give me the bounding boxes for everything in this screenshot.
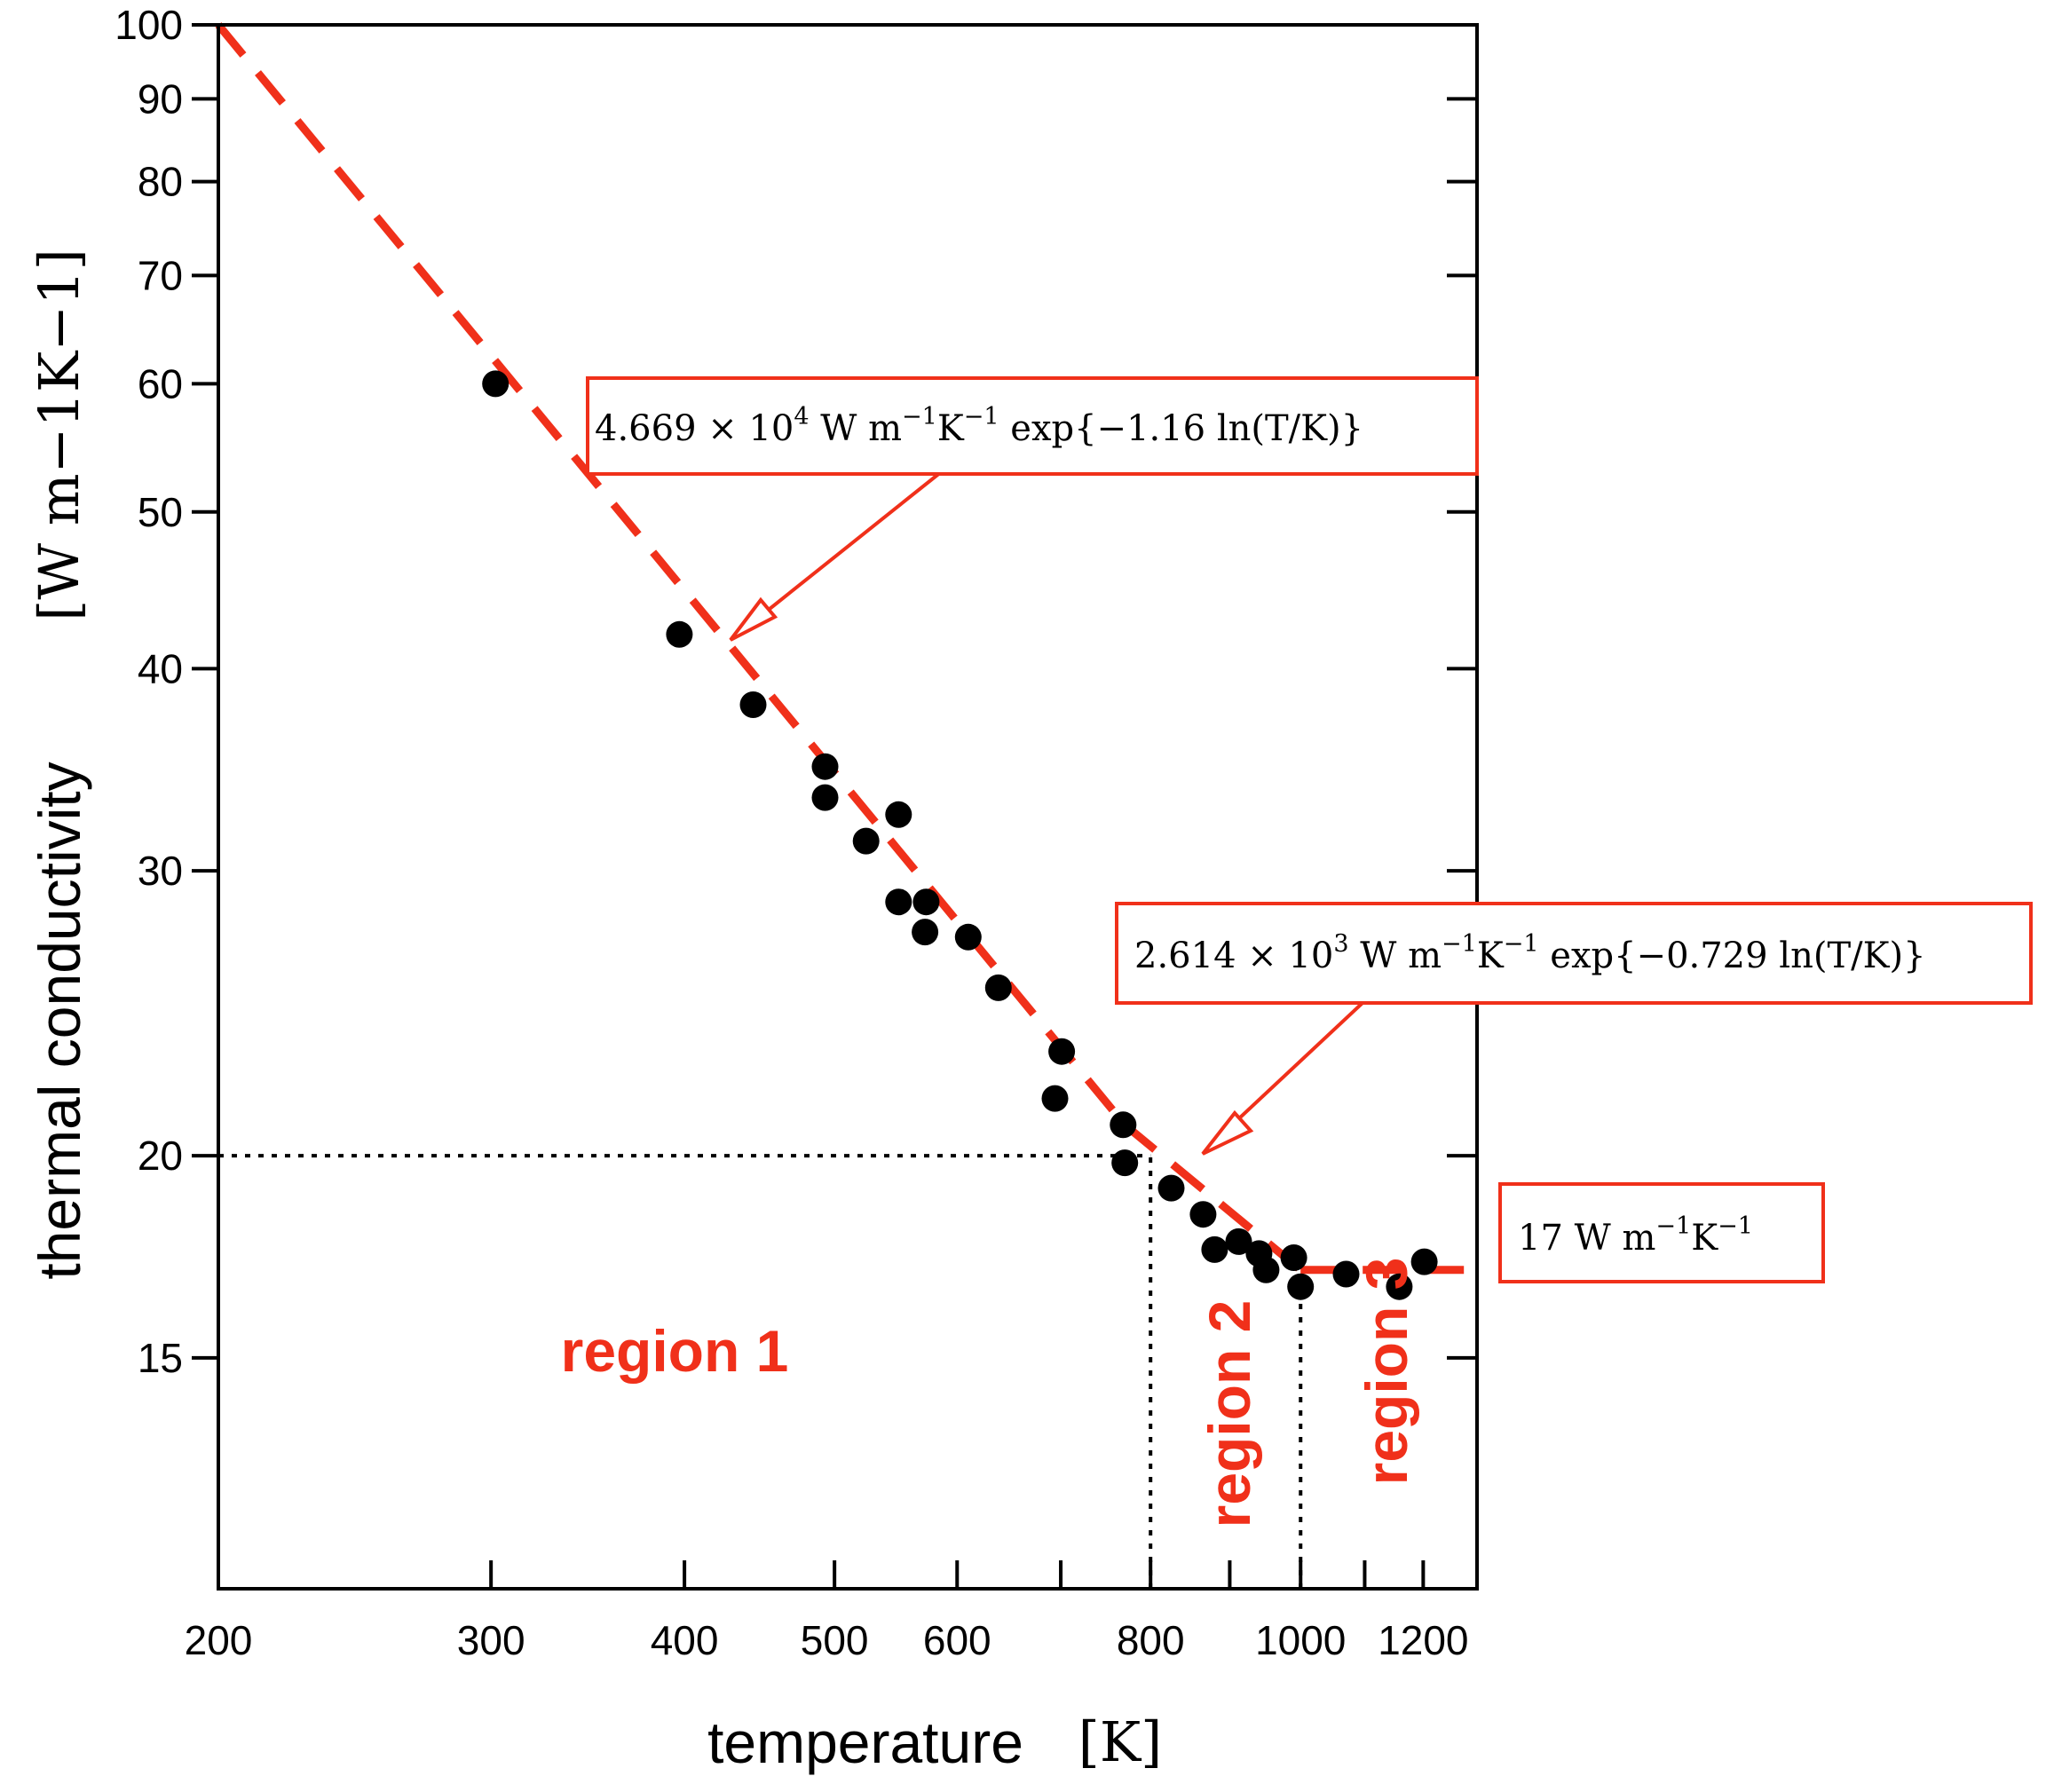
data-point-4 — [811, 784, 839, 811]
data-point-22 — [1280, 1244, 1307, 1271]
fit-1-arrow-line — [746, 470, 943, 628]
data-point-26 — [1410, 1248, 1438, 1275]
y-tick-label-70: 70 — [138, 252, 183, 298]
fit-3-box — [1498, 1182, 1825, 1283]
y-tick-label-100: 100 — [115, 2, 183, 48]
data-point-9 — [912, 888, 940, 916]
data-point-3 — [811, 753, 839, 780]
fit-2-arrow-head — [1201, 1109, 1254, 1156]
data-point-2 — [739, 691, 767, 718]
region-2-label: region 2 — [1197, 1300, 1262, 1528]
x-tick-label-600: 600 — [923, 1617, 991, 1663]
data-point-10 — [954, 923, 982, 951]
fit-2-box — [1115, 902, 2033, 1005]
x-tick-label-200: 200 — [185, 1617, 253, 1663]
data-point-0 — [482, 370, 510, 398]
data-point-16 — [1157, 1174, 1185, 1202]
data-point-14 — [1110, 1111, 1137, 1139]
guide-lines — [218, 1154, 1303, 1589]
fit-1-annotation: 4.669 × 104 W m−1K−1 exp{−1.16 ln(T/K)} — [586, 376, 1479, 642]
x-axis-title: temperature — [707, 1709, 1023, 1775]
fit-lines — [215, 22, 1477, 1275]
x-tick-label-400: 400 — [651, 1617, 719, 1663]
region-3-label: region 3 — [1354, 1258, 1419, 1486]
data-point-19 — [1225, 1228, 1252, 1255]
fit-1-box — [586, 376, 1479, 476]
data-point-18 — [1201, 1235, 1228, 1263]
data-point-11 — [984, 974, 1012, 1001]
y-tick-label-40: 40 — [138, 645, 183, 691]
data-points — [482, 370, 1438, 1300]
x-axis-ticks: 200 300 400 500 600 800 1000 1200 — [185, 1560, 1469, 1663]
x-axis-unit: [K] — [1078, 1709, 1163, 1774]
data-point-13 — [1048, 1038, 1076, 1065]
x-tick-label-1000: 1000 — [1255, 1617, 1346, 1663]
data-point-8 — [912, 919, 939, 946]
data-point-6 — [885, 801, 912, 828]
fit-region-1 — [215, 22, 1128, 1128]
data-point-21 — [1252, 1256, 1280, 1283]
data-point-24 — [1332, 1260, 1360, 1288]
y-tick-label-60: 60 — [138, 360, 183, 407]
data-point-23 — [1287, 1273, 1315, 1300]
x-tick-label-500: 500 — [801, 1617, 869, 1663]
data-point-25 — [1386, 1273, 1413, 1300]
fit-3-value: 17 W m−1K−1 — [1518, 1212, 1753, 1259]
data-point-5 — [852, 827, 880, 855]
region-1-label: region 1 — [561, 1318, 789, 1384]
fit-region-2 — [1122, 1121, 1304, 1274]
y-tick-label-30: 30 — [138, 848, 183, 894]
x-tick-label-300: 300 — [457, 1617, 525, 1663]
x-tick-label-800: 800 — [1117, 1617, 1185, 1663]
data-point-12 — [1041, 1085, 1069, 1112]
y-axis-title: thermal conductivity — [27, 762, 92, 1279]
fit-2-annotation: 2.614 × 103 W m−1K−1 exp{−0.729 ln(T/K)} — [1115, 902, 2033, 1156]
data-point-15 — [1111, 1149, 1139, 1177]
y-tick-label-20: 20 — [138, 1133, 183, 1179]
data-point-7 — [885, 888, 912, 916]
y-axis-ticks: 15 20 30 40 50 60 70 80 90 100 — [115, 2, 1477, 1381]
plot-frame — [217, 23, 1479, 1591]
y-tick-label-15: 15 — [138, 1335, 183, 1381]
y-tick-label-90: 90 — [138, 75, 183, 122]
y-tick-label-80: 80 — [138, 159, 183, 205]
fit-1-arrow-head — [729, 596, 778, 642]
data-point-1 — [666, 620, 693, 648]
y-axis-unit: [W m−1K−1] — [27, 249, 91, 621]
fit-3-annotation: 17 W m−1K−1 — [1498, 1182, 1825, 1283]
fit-1-formula: 4.669 × 104 W m−1K−1 exp{−1.16 ln(T/K)} — [595, 403, 1363, 449]
fit-2-formula: 2.614 × 103 W m−1K−1 exp{−0.729 ln(T/K)} — [1134, 930, 1926, 976]
y-tick-label-50: 50 — [138, 489, 183, 535]
data-point-17 — [1189, 1201, 1217, 1228]
x-tick-label-1200: 1200 — [1378, 1617, 1468, 1663]
fit-2-arrow-line — [1223, 1001, 1364, 1133]
